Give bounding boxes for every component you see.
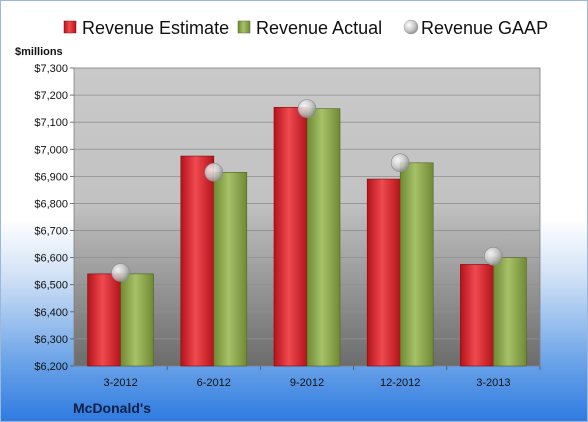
legend-item-revenue-actual: Revenue Actual — [237, 18, 382, 38]
bar-revenue-actual — [493, 257, 527, 367]
marker-revenue-gaap — [111, 263, 130, 282]
y-axis-unit-label: $millions — [15, 46, 63, 58]
x-category-label: 12-2012 — [380, 377, 420, 389]
bar-revenue-estimate — [460, 264, 494, 367]
marker-revenue-gaap — [390, 153, 410, 173]
bar-revenue-actual — [213, 172, 248, 367]
marker-revenue-gaap — [297, 99, 317, 118]
y-tick-label: $6,600 — [34, 253, 68, 265]
marker-revenue-gaap — [204, 163, 224, 182]
legend-label-gaap: Revenue GAAP — [421, 18, 548, 38]
x-category-label: 6-2012 — [197, 377, 231, 389]
legend-label-estimate: Revenue Estimate — [82, 18, 229, 38]
legend-item-revenue-estimate: Revenue Estimate — [63, 18, 229, 38]
bar-revenue-actual — [120, 273, 154, 367]
legend-swatch-estimate — [63, 20, 77, 34]
legend-swatch-actual — [237, 20, 251, 34]
bar-revenue-actual — [306, 108, 341, 367]
x-axis-categories: 3-2012 6-2012 9-2012 12-2012 3-2013 — [103, 366, 541, 389]
x-category-label: 9-2012 — [290, 377, 324, 389]
y-tick-label: $6,500 — [34, 280, 68, 292]
bar-revenue-actual — [399, 162, 434, 367]
legend: Revenue Estimate Revenue Actual Revenue … — [63, 18, 548, 38]
legend-marker-gaap — [403, 19, 419, 35]
marker-revenue-gaap — [484, 246, 503, 266]
x-category-label: 3-2012 — [103, 377, 137, 389]
company-name: McDonald's — [73, 400, 151, 416]
gaap-markers — [111, 99, 503, 282]
x-category-label: 3-2013 — [476, 377, 510, 389]
legend-label-actual: Revenue Actual — [256, 18, 382, 38]
bar-revenue-estimate — [87, 273, 121, 367]
y-tick-label: $7,300 — [34, 63, 68, 75]
y-tick-label: $7,000 — [34, 144, 68, 156]
y-tick-label: $7,200 — [34, 90, 68, 102]
y-axis-ticks: $6,200 $6,300 $6,400 $6,500 $6,600 $6,700 $6,8… — [34, 63, 74, 373]
y-tick-label: $6,400 — [34, 307, 68, 319]
legend-item-revenue-gaap: Revenue GAAP — [403, 18, 548, 38]
y-tick-label: $6,800 — [34, 198, 68, 210]
bar-revenue-estimate — [180, 155, 215, 367]
y-tick-label: $6,300 — [34, 334, 68, 346]
y-tick-label: $6,900 — [34, 171, 68, 183]
y-tick-label: $7,100 — [34, 117, 68, 129]
bars — [87, 106, 527, 367]
bar-revenue-estimate — [273, 106, 308, 367]
y-tick-label: $6,700 — [34, 226, 68, 238]
bar-revenue-estimate — [366, 178, 401, 367]
y-tick-label: $6,200 — [34, 361, 68, 373]
